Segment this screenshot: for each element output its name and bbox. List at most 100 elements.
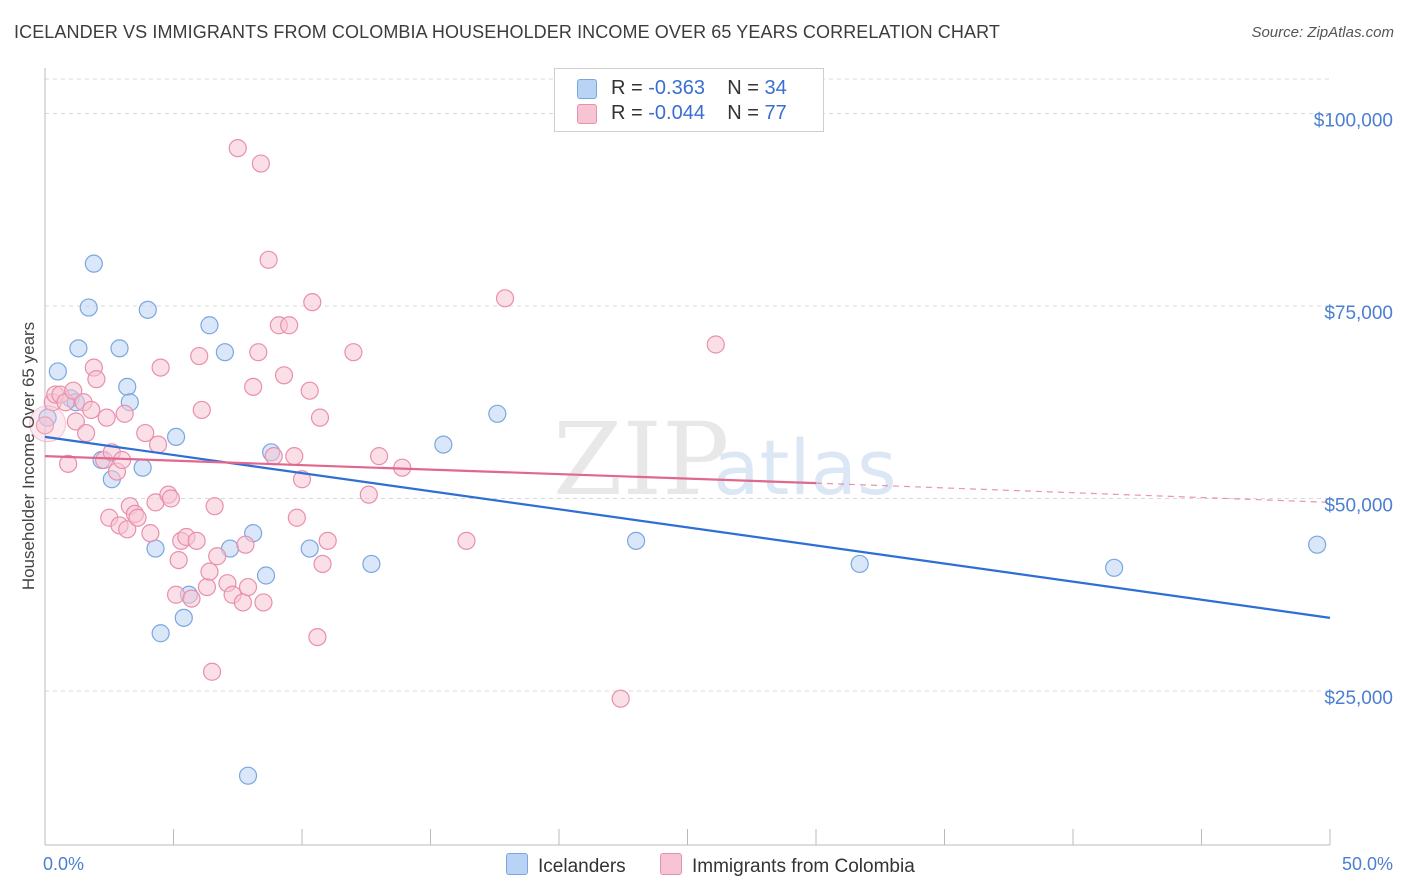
point-icelanders: [215, 343, 234, 362]
point-icelanders: [118, 377, 137, 396]
point-colombia: [238, 577, 258, 597]
watermark-atlas: atlas: [713, 423, 897, 512]
point-colombia: [202, 662, 222, 681]
point-colombia: [197, 577, 217, 597]
point-icelanders: [238, 766, 258, 785]
point-colombia: [300, 381, 319, 400]
bottom-legend-swatch-colombia: [660, 853, 682, 875]
point-icelanders: [79, 298, 98, 317]
point-icelanders: [138, 300, 157, 319]
point-icelanders: [151, 624, 170, 643]
point-colombia-cluster: [29, 405, 67, 443]
point-icelanders: [300, 539, 319, 558]
point-colombia: [303, 293, 322, 312]
point-icelanders: [256, 566, 276, 585]
point-icelanders: [69, 339, 88, 358]
data-points: [29, 139, 1327, 785]
legend-swatch-colombia: [577, 104, 597, 124]
point-icelanders: [626, 531, 646, 550]
legend-r-label: R =: [611, 102, 643, 124]
bottom-legend-icelanders: Icelanders: [506, 853, 626, 878]
point-colombia: [166, 585, 186, 604]
point-colombia: [187, 531, 206, 550]
point-colombia: [115, 404, 134, 423]
point-icelanders: [133, 458, 152, 477]
point-colombia: [136, 423, 155, 443]
trend-line-colombia-extension: [815, 482, 1331, 503]
point-icelanders: [48, 362, 67, 381]
watermark-zip: ZIP: [553, 401, 729, 518]
point-colombia: [233, 593, 252, 612]
correlation-legend: R = -0.363 N = 34 R = -0.044 N = 77: [554, 68, 824, 132]
point-colombia: [318, 531, 337, 550]
tick-labels: $25,000 $50,000 $75,000 $100,000 0.0% 50.0%: [43, 111, 1393, 875]
point-icelanders: [166, 427, 186, 446]
point-colombia: [280, 316, 299, 335]
point-colombia: [274, 366, 294, 385]
point-colombia: [128, 508, 147, 527]
bottom-legend-label-icelanders: Icelanders: [538, 856, 626, 877]
point-colombia: [148, 435, 168, 454]
x-tick-label: 50.0%: [1342, 854, 1393, 874]
point-icelanders: [362, 554, 381, 574]
point-colombia: [344, 343, 363, 362]
point-colombia: [706, 335, 725, 354]
point-colombia: [77, 423, 96, 443]
point-colombia: [64, 381, 83, 400]
point-icelanders: [174, 608, 193, 627]
point-icelanders: [200, 316, 219, 335]
legend-swatch-icelanders: [577, 79, 597, 99]
point-colombia: [208, 547, 227, 566]
source-credit: Source: ZipAtlas.com: [1251, 24, 1394, 41]
point-colombia: [254, 593, 273, 612]
legend-n-value: 34: [764, 77, 787, 99]
watermark: ZIP atlas: [553, 401, 897, 518]
point-colombia: [251, 154, 270, 173]
legend-r-value: -0.044: [648, 102, 705, 124]
point-colombia: [82, 400, 101, 420]
legend-n-label: N =: [727, 77, 759, 99]
point-icelanders: [850, 554, 869, 574]
point-colombia: [190, 346, 209, 366]
point-colombia: [359, 485, 378, 504]
x-tick-label: 0.0%: [43, 854, 84, 874]
point-icelanders: [488, 404, 507, 423]
point-icelanders: [1308, 535, 1327, 554]
point-colombia: [457, 531, 476, 550]
y-axis-label: Householder Income Over 65 years: [19, 322, 38, 590]
point-colombia: [259, 250, 278, 269]
point-colombia: [200, 562, 219, 581]
point-colombia: [118, 520, 137, 539]
point-colombia: [285, 447, 304, 466]
point-colombia: [292, 470, 312, 489]
point-colombia: [495, 289, 515, 308]
point-colombia: [169, 550, 188, 570]
point-colombia: [236, 535, 255, 554]
y-tick-label: $25,000: [1324, 688, 1393, 709]
legend-r-label: R =: [611, 77, 643, 99]
point-colombia: [264, 447, 283, 466]
point-colombia: [59, 454, 78, 473]
point-colombia: [161, 489, 181, 508]
point-colombia: [182, 589, 201, 608]
bottom-legend-label-colombia: Immigrants from Colombia: [692, 856, 915, 877]
point-colombia: [228, 139, 247, 158]
trend-lines: [44, 435, 1331, 619]
bottom-legend-swatch-icelanders: [506, 853, 528, 875]
point-colombia: [66, 412, 85, 431]
point-icelanders: [146, 539, 165, 558]
point-colombia: [611, 689, 630, 708]
point-colombia: [141, 524, 160, 543]
trend-line-colombia: [44, 455, 817, 485]
point-colombia: [310, 408, 330, 427]
point-colombia: [192, 400, 211, 420]
point-colombia: [87, 370, 106, 389]
chart-title: ICELANDER VS IMMIGRANTS FROM COLOMBIA HO…: [14, 22, 1000, 42]
trend-line-icelanders: [44, 435, 1331, 619]
legend-n-label: N =: [727, 102, 759, 124]
point-icelanders: [1105, 558, 1124, 577]
point-icelanders: [84, 254, 103, 273]
point-colombia: [249, 343, 268, 362]
point-colombia: [97, 408, 116, 427]
